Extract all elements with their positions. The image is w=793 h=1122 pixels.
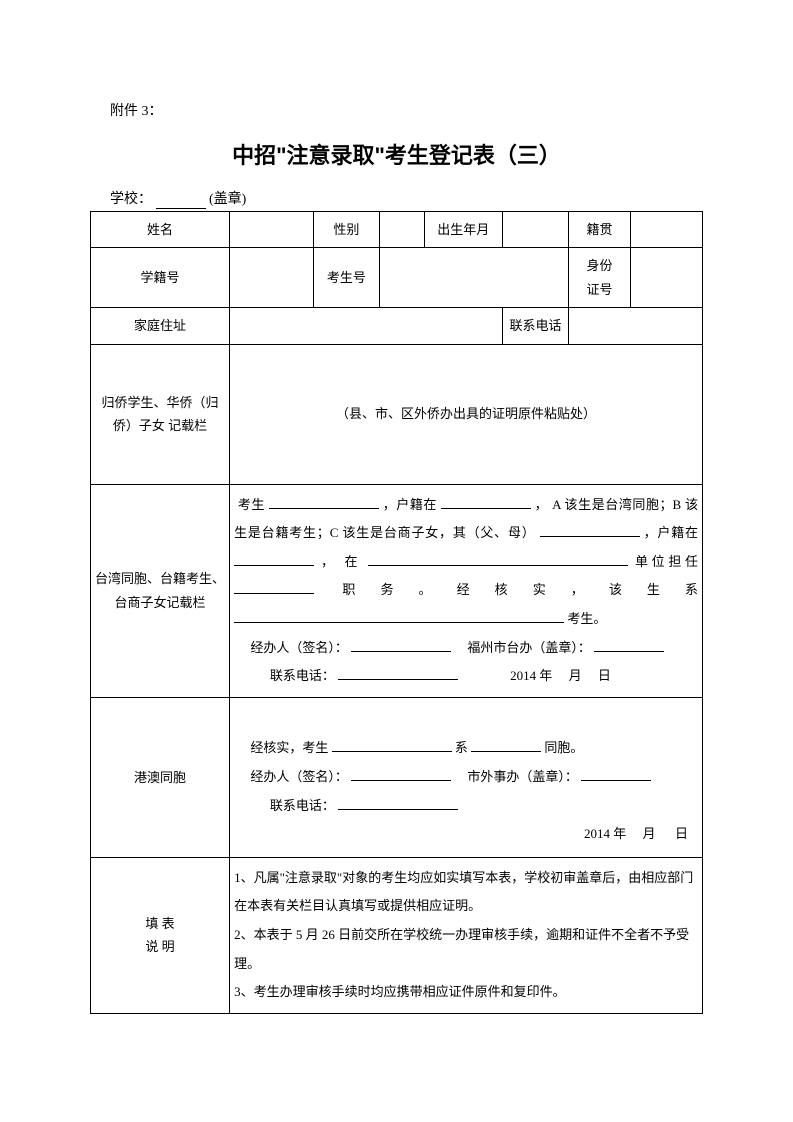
- school-line: 学校： (盖章): [110, 188, 703, 209]
- row-instructions: 填 表 说 明 1、凡属"注意录取"对象的考生均应如实填写本表，学校初审盖章后，…: [91, 857, 703, 1013]
- hk-phone-label: 联系电话：: [270, 798, 335, 813]
- label-native: 籍贯: [569, 212, 630, 248]
- attachment-label: 附件 3：: [110, 100, 703, 120]
- tw-office-blank[interactable]: [594, 639, 664, 652]
- taiwan-body: 考生 ，户籍在 ， A 该生是台湾同胞；B 该生是台籍考生；C 该生是台商子女，…: [234, 491, 698, 691]
- hk-month: 月: [642, 826, 655, 841]
- tw-t2: ，户籍在: [383, 497, 437, 512]
- field-id-no[interactable]: [630, 248, 702, 308]
- label-instructions: 填 表 说 明: [91, 857, 230, 1013]
- tw-t8: 考生。: [567, 611, 606, 626]
- tw-office: 福州市台办（盖章）：: [467, 640, 591, 655]
- field-address[interactable]: [230, 308, 503, 344]
- field-hk-macau[interactable]: 经核实，考生 系 同胞。 经办人（签名）： 市外事办（盖章）： 联系: [230, 697, 703, 857]
- label-student-id: 学籍号: [91, 248, 230, 308]
- row-basic-1: 姓名 性别 出生年月 籍贯: [91, 212, 703, 248]
- field-dob[interactable]: [502, 212, 569, 248]
- tw-blank-7[interactable]: [234, 610, 564, 623]
- hk-office: 市外事办（盖章）：: [467, 769, 578, 784]
- paste-note: （县、市、区外侨办出具的证明原件粘贴处）: [336, 406, 596, 421]
- row-basic-3: 家庭住址 联系电话: [91, 308, 703, 344]
- hk-sign-blank[interactable]: [351, 768, 451, 781]
- label-exam-id: 考生号: [313, 248, 380, 308]
- hk-body: 经核实，考生 系 同胞。 经办人（签名）： 市外事办（盖章）： 联系: [234, 706, 698, 849]
- field-instructions: 1、凡属"注意录取"对象的考生均应如实填写本表，学校初审盖章后，由相应部门在本表…: [230, 857, 703, 1013]
- field-exam-id[interactable]: [380, 248, 569, 308]
- hk-day: 日: [675, 826, 688, 841]
- label-phone: 联系电话: [502, 308, 569, 344]
- tw-year: 2014 年: [510, 668, 552, 683]
- instr-3: 3、考生办理审核手续时均应携带相应证件原件和复印件。: [234, 978, 698, 1007]
- row-taiwan: 台湾同胞、台籍考生、台商子女记载栏 考生 ，户籍在 ， A 该生是台湾同胞；B …: [91, 484, 703, 697]
- tw-sign-label: 经办人（签名）：: [250, 640, 348, 655]
- label-id-no: 身份 证号: [569, 248, 630, 308]
- tw-phone-blank[interactable]: [338, 667, 458, 680]
- tw-t4: ，户籍在: [644, 525, 698, 540]
- tw-phone-label: 联系电话：: [270, 668, 335, 683]
- tw-blank-1[interactable]: [269, 496, 379, 509]
- tw-month: 月: [569, 668, 582, 683]
- label-hk-macau: 港澳同胞: [91, 697, 230, 857]
- row-overseas: 归侨学生、华侨（归侨）子女 记载栏 （县、市、区外侨办出具的证明原件粘贴处）: [91, 344, 703, 484]
- label-id-no-1: 身份: [586, 258, 612, 273]
- label-gender: 性别: [313, 212, 380, 248]
- field-overseas-paste[interactable]: （县、市、区外侨办出具的证明原件粘贴处）: [230, 344, 703, 484]
- hk-office-blank[interactable]: [581, 768, 651, 781]
- tw-blank-2[interactable]: [441, 496, 531, 509]
- label-dob: 出生年月: [424, 212, 502, 248]
- label-overseas: 归侨学生、华侨（归侨）子女 记载栏: [91, 344, 230, 484]
- instr-label2: 说 明: [145, 939, 174, 954]
- field-student-id[interactable]: [230, 248, 313, 308]
- field-taiwan[interactable]: 考生 ，户籍在 ， A 该生是台湾同胞；B 该生是台籍考生；C 该生是台商子女，…: [230, 484, 703, 697]
- tw-t1: 考生: [238, 497, 265, 512]
- tw-day: 日: [598, 668, 611, 683]
- tw-sign-blank[interactable]: [351, 639, 451, 652]
- field-native[interactable]: [630, 212, 702, 248]
- instr-label1: 填 表: [145, 916, 174, 931]
- instr-2: 2、本表于 5 月 26 日前交所在学校统一办理审核手续，逾期和证件不全者不予受…: [234, 921, 698, 978]
- label-id-no-2: 证号: [586, 282, 612, 297]
- hk-t2: 系: [455, 740, 468, 755]
- instructions-body: 1、凡属"注意录取"对象的考生均应如实填写本表，学校初审盖章后，由相应部门在本表…: [234, 864, 698, 1007]
- tw-t5: ， 在: [321, 554, 361, 569]
- school-stamp: (盖章): [209, 192, 246, 207]
- tw-t7: 职务。经核实，该生系: [342, 582, 698, 597]
- label-taiwan: 台湾同胞、台籍考生、台商子女记载栏: [91, 484, 230, 697]
- hk-blank-1[interactable]: [332, 739, 452, 752]
- hk-year: 2014 年: [584, 826, 626, 841]
- hk-t1: 经核实，考生: [250, 740, 328, 755]
- field-name[interactable]: [230, 212, 313, 248]
- tw-blank-5[interactable]: [368, 553, 628, 566]
- school-underline: [156, 192, 206, 209]
- hk-date-line: 2014 年 月 日: [234, 820, 698, 849]
- row-hk-macau: 港澳同胞 经核实，考生 系 同胞。 经办人（签名）： 市外事办（盖章）: [91, 697, 703, 857]
- form-table: 姓名 性别 出生年月 籍贯 学籍号 考生号 身份 证号 家庭住址 联系电话: [90, 211, 703, 1014]
- field-gender[interactable]: [380, 212, 425, 248]
- field-phone[interactable]: [569, 308, 703, 344]
- page-container: 附件 3： 中招"注意录取"考生登记表（三） 学校： (盖章) 姓名 性别 出生…: [0, 0, 793, 1122]
- label-name: 姓名: [91, 212, 230, 248]
- tw-blank-6[interactable]: [234, 581, 314, 594]
- school-label: 学校：: [110, 192, 152, 207]
- tw-blank-3[interactable]: [540, 524, 640, 537]
- label-address: 家庭住址: [91, 308, 230, 344]
- row-basic-2: 学籍号 考生号 身份 证号: [91, 248, 703, 308]
- hk-sign-label: 经办人（签名）：: [250, 769, 348, 784]
- hk-t3: 同胞。: [544, 740, 583, 755]
- tw-t6: 单位担任: [635, 554, 698, 569]
- tw-blank-4[interactable]: [234, 553, 314, 566]
- hk-phone-blank[interactable]: [338, 797, 458, 810]
- document-title: 中招"注意录取"考生登记表（三）: [90, 138, 703, 170]
- instr-1: 1、凡属"注意录取"对象的考生均应如实填写本表，学校初审盖章后，由相应部门在本表…: [234, 864, 698, 921]
- hk-blank-2[interactable]: [471, 739, 541, 752]
